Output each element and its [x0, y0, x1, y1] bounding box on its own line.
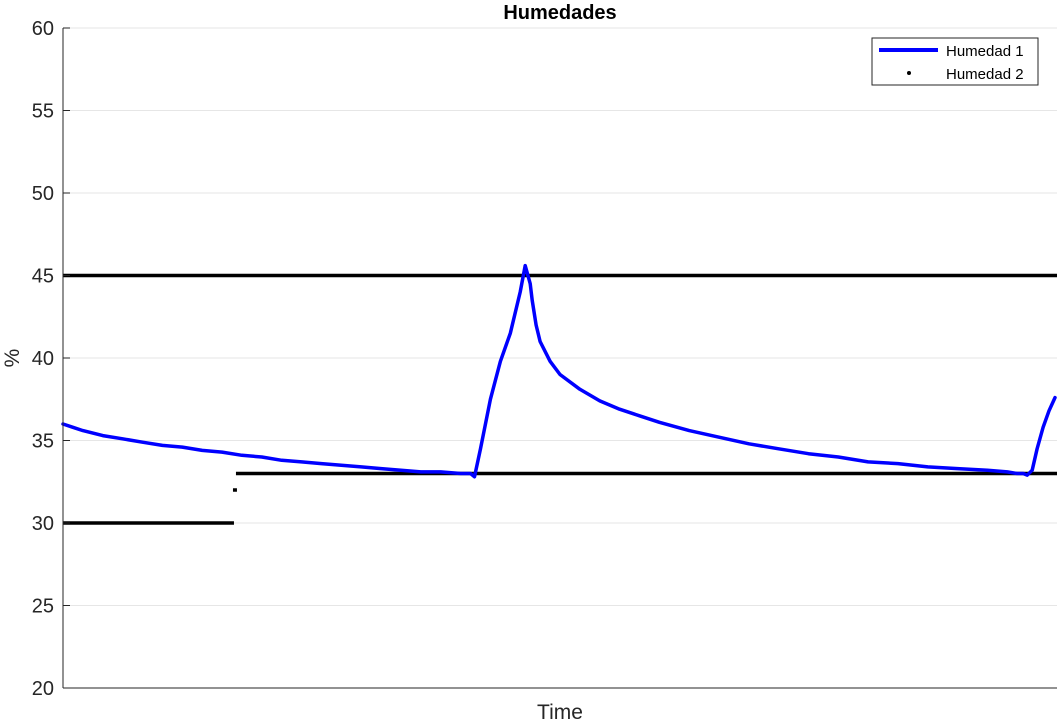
y-tick-label: 20	[32, 678, 54, 700]
legend-humedad-1-label: Humedad 1	[946, 43, 1024, 60]
axes	[62, 27, 1057, 689]
humedad-2-series	[63, 273, 1057, 525]
humedad-1-line	[61, 263, 1057, 479]
y-tick-label: 55	[32, 101, 54, 123]
legend-box	[871, 37, 1039, 86]
legend-humedad-2-swatch	[907, 71, 911, 75]
humedad-1-series	[61, 263, 1057, 479]
y-tick-label: 45	[32, 266, 54, 288]
y-tick-label: 35	[32, 431, 54, 453]
legend-humedad-2-label: Humedad 2	[946, 66, 1024, 83]
y-tick-label: 25	[32, 596, 54, 618]
y-tick-label: 50	[32, 183, 54, 205]
y-tick-label: 30	[32, 513, 54, 535]
y-tick-label: 60	[32, 18, 54, 40]
chart-title: Humedades	[503, 2, 616, 24]
y-tick-labels: 20 25 30 35 40 45 50 55 60	[32, 18, 54, 700]
y-axis-label: %	[1, 349, 24, 368]
x-axis-label: Time	[537, 701, 583, 723]
legend: Humedad 1 Humedad 2	[871, 37, 1039, 86]
y-tick-label: 40	[32, 348, 54, 370]
